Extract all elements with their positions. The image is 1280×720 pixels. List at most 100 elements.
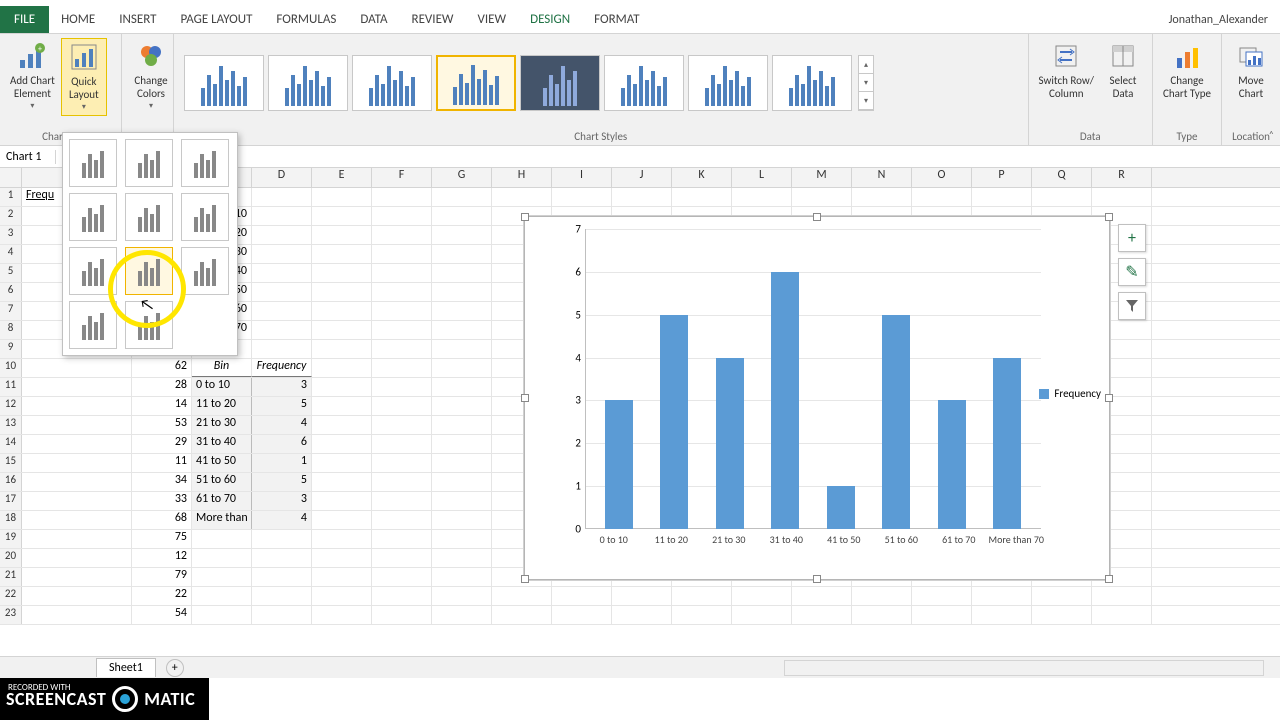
y-axis: 01234567 <box>561 229 585 529</box>
add-chart-element-button[interactable]: + Add Chart Element ▾ <box>6 38 59 114</box>
tab-design[interactable]: DESIGN <box>518 6 582 33</box>
watermark-suffix: MATIC <box>144 688 195 710</box>
layout-8[interactable] <box>125 247 173 295</box>
screencast-watermark: RECORDED WITH SCREENCAST MATIC <box>0 678 209 720</box>
chart-style-8[interactable] <box>772 55 852 111</box>
chart-filters-button[interactable] <box>1118 292 1146 320</box>
chart-style-1[interactable] <box>184 55 264 111</box>
chart-element-icon: + <box>16 40 48 72</box>
change-chart-type-button[interactable]: Change Chart Type <box>1159 38 1215 102</box>
tab-home[interactable]: HOME <box>49 6 107 33</box>
col-K[interactable]: K <box>672 168 732 187</box>
change-chart-type-label: Change Chart Type <box>1163 74 1211 100</box>
quick-layout-icon <box>68 41 100 73</box>
chart-plot-area[interactable]: 01234567 <box>561 229 1041 529</box>
tab-format[interactable]: FORMAT <box>582 6 651 33</box>
layout-4[interactable] <box>69 193 117 241</box>
embedded-chart[interactable]: 01234567 0 to 1011 to 2021 to 3031 to 40… <box>524 216 1110 580</box>
col-L[interactable]: L <box>732 168 792 187</box>
tab-insert[interactable]: INSERT <box>107 6 168 33</box>
col-I[interactable]: I <box>552 168 612 187</box>
gallery-more-button[interactable]: ▴▾▾ <box>858 55 874 111</box>
col-O[interactable]: O <box>912 168 972 187</box>
user-name[interactable]: Jonathan_Alexander <box>1157 7 1280 33</box>
tab-file[interactable]: FILE <box>0 6 49 33</box>
colors-icon <box>135 40 167 72</box>
ribbon: + Add Chart Element ▾ Quick Layout ▾ Cha… <box>0 34 1280 146</box>
col-J[interactable]: J <box>612 168 672 187</box>
col-E[interactable]: E <box>312 168 372 187</box>
move-chart-icon <box>1235 40 1267 72</box>
layout-1[interactable] <box>69 139 117 187</box>
chart-elements-button[interactable]: + <box>1118 224 1146 252</box>
chart-type-icon <box>1171 40 1203 72</box>
row-23[interactable]: 2354 <box>0 606 1280 625</box>
tab-page-layout[interactable]: PAGE LAYOUT <box>169 6 265 33</box>
row-22[interactable]: 2222 <box>0 587 1280 606</box>
new-sheet-button[interactable]: + <box>166 659 184 677</box>
switch-icon <box>1050 40 1082 72</box>
col-Q[interactable]: Q <box>1032 168 1092 187</box>
quick-layout-dropdown <box>62 132 238 356</box>
group-label-data: Data <box>1035 128 1146 143</box>
watermark-rec: RECORDED WITH <box>8 682 71 693</box>
layout-9[interactable] <box>181 247 229 295</box>
cursor-icon: ↖ <box>138 295 155 316</box>
col-N[interactable]: N <box>852 168 912 187</box>
quick-layout-button[interactable]: Quick Layout ▾ <box>61 38 107 116</box>
col-R[interactable]: R <box>1092 168 1152 187</box>
col-P[interactable]: P <box>972 168 1032 187</box>
select-data-button[interactable]: Select Data <box>1100 38 1146 102</box>
quick-layout-label: Quick Layout <box>69 75 99 101</box>
watermark-dot-icon <box>112 686 138 712</box>
name-box[interactable]: Chart 1 <box>0 150 56 164</box>
layout-3[interactable] <box>181 139 229 187</box>
tab-bar: FILE HOME INSERT PAGE LAYOUT FORMULAS DA… <box>0 0 1280 34</box>
caret-icon: ▾ <box>30 102 34 112</box>
sheet-tab-1[interactable]: Sheet1 <box>96 658 156 677</box>
chart-style-4[interactable] <box>436 55 516 111</box>
col-H[interactable]: H <box>492 168 552 187</box>
chart-style-5[interactable] <box>520 55 600 111</box>
tab-formulas[interactable]: FORMULAS <box>264 6 348 33</box>
layout-6[interactable] <box>181 193 229 241</box>
caret-icon: ▾ <box>149 102 153 112</box>
tab-view[interactable]: VIEW <box>466 6 519 33</box>
layout-5[interactable] <box>125 193 173 241</box>
x-axis-labels: 0 to 1011 to 2021 to 3031 to 4041 to 505… <box>585 533 1045 546</box>
chart-style-gallery[interactable]: ▴▾▾ <box>180 51 878 115</box>
chart-style-3[interactable] <box>352 55 432 111</box>
ribbon-collapse-icon[interactable]: ˄ <box>1269 128 1274 141</box>
chart-style-2[interactable] <box>268 55 348 111</box>
group-label-type: Type <box>1159 128 1215 143</box>
chart-legend[interactable]: Frequency <box>1039 387 1101 400</box>
col-M[interactable]: M <box>792 168 852 187</box>
layout-7[interactable] <box>69 247 117 295</box>
select-data-label: Select Data <box>1110 74 1137 100</box>
col-G[interactable]: G <box>432 168 492 187</box>
change-colors-label: Change Colors <box>134 74 167 100</box>
change-colors-button[interactable]: Change Colors ▾ <box>128 38 174 114</box>
tab-data[interactable]: DATA <box>348 6 399 33</box>
col-D[interactable]: D <box>252 168 312 187</box>
legend-swatch <box>1039 389 1049 399</box>
col-F[interactable]: F <box>372 168 432 187</box>
svg-text:+: + <box>38 44 42 54</box>
move-chart-button[interactable]: Move Chart <box>1228 38 1274 102</box>
switch-row-col-label: Switch Row/ Column <box>1039 74 1094 100</box>
chart-styles-button[interactable]: ✎ <box>1118 258 1146 286</box>
chart-bars <box>585 229 1041 529</box>
switch-row-col-button[interactable]: Switch Row/ Column <box>1035 38 1098 102</box>
select-data-icon <box>1107 40 1139 72</box>
layout-2[interactable] <box>125 139 173 187</box>
chart-style-7[interactable] <box>688 55 768 111</box>
horizontal-scrollbar[interactable] <box>784 660 1264 676</box>
add-chart-element-label: Add Chart Element <box>10 74 55 100</box>
layout-10[interactable] <box>69 301 117 349</box>
caret-icon: ▾ <box>82 103 86 113</box>
group-label-chart-styles: Chart Styles <box>180 128 1022 143</box>
chart-side-buttons: + ✎ <box>1118 224 1146 320</box>
tab-review[interactable]: REVIEW <box>400 6 466 33</box>
chart-style-6[interactable] <box>604 55 684 111</box>
group-label-location: Location <box>1228 128 1274 143</box>
